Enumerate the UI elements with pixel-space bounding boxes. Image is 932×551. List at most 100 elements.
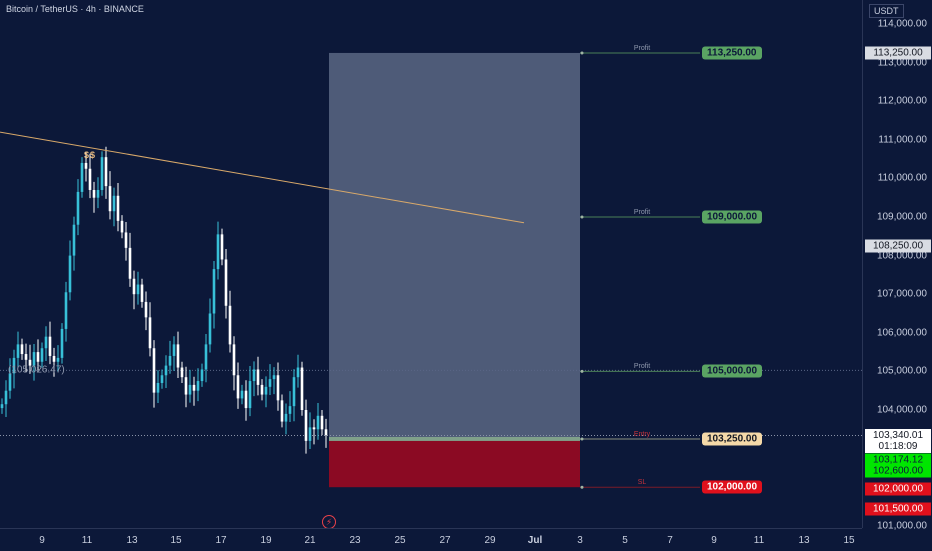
level-price-label-4[interactable]: 102,000.00 (702, 480, 763, 494)
candle-body-45 (180, 367, 184, 378)
candle-body-42 (168, 355, 172, 366)
price-tick-label: 114,000.00 (877, 18, 927, 30)
level-tag-profit-1: Profit (633, 209, 651, 216)
time-tick-label: 27 (439, 535, 451, 546)
candle-body-39 (156, 382, 160, 393)
candle-body-75 (300, 367, 304, 410)
candle-body-11 (44, 336, 48, 349)
candle-body-63 (252, 369, 256, 382)
candle-body-80 (320, 415, 324, 430)
candle-body-21 (84, 162, 88, 169)
level-anchor-4 (580, 485, 584, 489)
candle-body-44 (176, 344, 180, 368)
price-tick-label: 109,000.00 (876, 211, 927, 223)
currency-label[interactable]: USDT (869, 4, 904, 18)
time-tick-label: 9 (711, 535, 717, 546)
candle-body-13 (52, 355, 56, 362)
time-tick-label: 21 (304, 535, 316, 546)
candle-body-33 (132, 278, 136, 295)
level-price-label-2[interactable]: 105,000.00 (702, 364, 763, 378)
candle-body-28 (112, 195, 116, 212)
lightning-alert-icon[interactable]: ⚡ (322, 515, 336, 528)
time-tick-label: 3 (577, 535, 583, 546)
candle-body-41 (164, 365, 168, 376)
candle-body-7 (28, 359, 32, 366)
price-axis[interactable]: USDT 114,000.00 113,000.00 112,000.00 111,0… (862, 0, 932, 532)
badge-countdown: 01:18:09 (878, 441, 918, 453)
candle-body-46 (184, 377, 188, 395)
price-chart[interactable] (0, 0, 862, 528)
level-tag-sl-4: SL (637, 479, 647, 487)
candle-body-3 (12, 357, 16, 374)
candle-body-40 (160, 375, 164, 383)
chart-area[interactable]: Bitcoin / TetherUS · 4h · BINANCE (105,0… (0, 0, 862, 528)
candle-body-59 (236, 375, 240, 399)
price-tick-label: 111,000.00 (878, 134, 927, 146)
time-tick-label: 7 (667, 535, 673, 546)
candle-body-78 (312, 427, 316, 430)
candle-body-17 (68, 255, 72, 293)
stop-loss-zone (329, 438, 580, 488)
candle-body-30 (120, 220, 124, 233)
price-tick-label: 106,000.00 (876, 327, 927, 339)
candle-body-77 (308, 427, 312, 441)
candle-body-35 (140, 284, 144, 302)
time-tick-label: 5 (622, 535, 628, 546)
level-price-label-1[interactable]: 109,000.00 (702, 210, 763, 224)
candle-body-43 (172, 344, 176, 356)
price-axis-badge-5: 102,000.00 (865, 482, 931, 496)
candle-body-48 (192, 384, 196, 391)
candle-body-64 (256, 369, 260, 385)
candle-body-25 (100, 157, 104, 190)
candle-body-6 (24, 354, 28, 360)
candle-body-14 (56, 357, 60, 362)
price-tick-label: 110,000.00 (877, 172, 927, 184)
time-tick-label: Jul (527, 535, 543, 546)
candle-body-72 (288, 406, 292, 414)
badge-price: 103,340.01 (872, 430, 924, 442)
candle-body-57 (228, 305, 232, 345)
level-tag-profit-0: Profit (633, 44, 651, 52)
candle-body-49 (196, 381, 200, 391)
candle-body-67 (268, 379, 272, 387)
candle-body-19 (76, 191, 80, 225)
price-tick-label: 108,000.00 (876, 250, 927, 262)
candle-body-5 (20, 344, 24, 355)
price-tick-label: 107,000.00 (876, 288, 927, 300)
candle-body-20 (80, 162, 84, 192)
time-tick-label: 9 (39, 535, 45, 546)
price-axis-badge-6: 101,500.00 (865, 502, 931, 516)
candle-body-50 (200, 369, 204, 382)
profit-zone (329, 52, 580, 439)
candle-body-12 (48, 336, 52, 356)
level-price-label-3[interactable]: 103,250.00 (702, 432, 763, 446)
price-tick-label: 112,000.00 (877, 95, 927, 107)
time-tick-label: 15 (843, 535, 855, 546)
price-tick-label: 101,000.00 (876, 520, 927, 532)
candle-body-61 (244, 390, 248, 409)
time-tick-label: 11 (81, 535, 93, 546)
candle-body-32 (128, 247, 132, 279)
level-price-label-0[interactable]: 113,250.00 (702, 46, 762, 60)
candle-body-70 (280, 400, 284, 422)
candle-body-22 (88, 168, 92, 190)
candle-body-10 (40, 348, 44, 362)
price-tick-label: 113,000.00 (877, 57, 927, 69)
price-axis-badge-2: 103,340.01 01:18:09 (865, 429, 931, 454)
candle-body-79 (316, 415, 320, 430)
candle-body-27 (108, 186, 112, 212)
symbol-title[interactable]: Bitcoin / TetherUS · 4h · BINANCE (6, 4, 144, 14)
candle-body-69 (276, 375, 280, 401)
lightning-glyph: ⚡ (325, 516, 333, 527)
time-tick-label: 11 (753, 535, 765, 546)
price-axis-badge-3: 103,174.12 (865, 453, 931, 467)
time-tick-label: 17 (215, 535, 227, 546)
candle-body-62 (248, 381, 252, 409)
level-anchor-2 (580, 369, 584, 373)
time-axis[interactable]: 9 11 13 15 17 19 21 23 25 27 29 Jul 3 5 7 9 11 13 15 (0, 528, 862, 551)
candle-body-18 (72, 224, 76, 256)
time-tick-label: 15 (170, 535, 182, 546)
candle-body-76 (304, 410, 308, 441)
price-axis-badge-1: 108,250.00 (865, 239, 931, 253)
trendline (0, 131, 525, 224)
